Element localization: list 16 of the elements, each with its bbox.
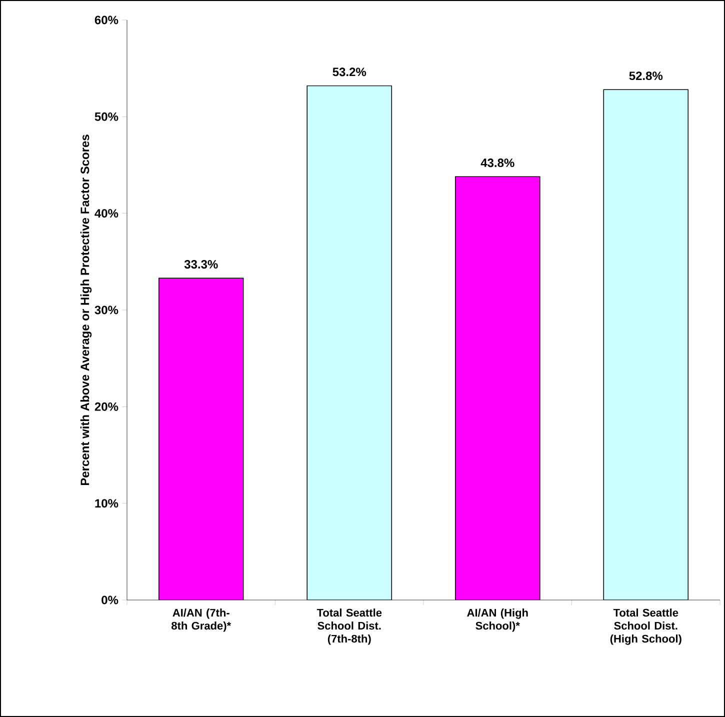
y-tick-label: 50% (94, 112, 118, 121)
data-label: 33.3% (184, 260, 218, 269)
y-tick-label: 40% (94, 209, 118, 218)
data-label: 43.8% (480, 158, 514, 168)
x-tick-label: Total Seattle School Dist. (7th-8th) (316, 608, 382, 645)
x-tick-label: AI/AN (High School)* (467, 608, 528, 632)
data-label: 53.2% (332, 68, 366, 76)
y-tick-label: 0% (102, 596, 118, 604)
data-label: 52.8% (629, 72, 663, 80)
y-tick-label: 60% (94, 16, 118, 24)
y-tick-label: 20% (94, 402, 118, 411)
y-tick-label: 10% (95, 499, 118, 508)
y-tick-label: 30% (94, 306, 118, 314)
x-tick-label: AI/AN (7th-8th Grade)* (172, 608, 232, 632)
y-axis-title: Percent with Above Average or High Protective Factor Scores (80, 134, 92, 486)
x-tick-label: Total Seattle School Dist. (High School) (610, 608, 682, 645)
